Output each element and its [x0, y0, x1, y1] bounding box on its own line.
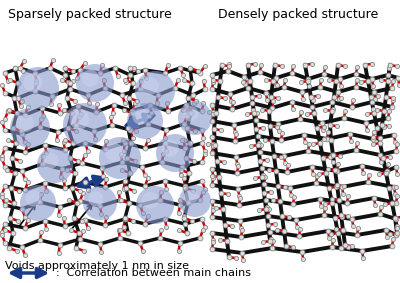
Circle shape	[141, 77, 159, 95]
Circle shape	[136, 186, 174, 224]
Circle shape	[179, 185, 211, 217]
Circle shape	[99, 137, 141, 179]
Circle shape	[63, 103, 107, 147]
Circle shape	[184, 190, 198, 204]
Circle shape	[70, 110, 90, 129]
Circle shape	[132, 108, 149, 125]
Circle shape	[183, 106, 198, 121]
Circle shape	[142, 192, 159, 209]
Circle shape	[20, 185, 56, 221]
Circle shape	[23, 73, 42, 92]
Circle shape	[162, 140, 179, 157]
Text: Voids approximately 1 nm in size: Voids approximately 1 nm in size	[5, 261, 189, 271]
Text: :  Correlation between main chains: : Correlation between main chains	[56, 268, 251, 278]
Text: Sparsely packed structure: Sparsely packed structure	[8, 8, 172, 21]
Circle shape	[76, 64, 114, 102]
Circle shape	[127, 103, 163, 139]
Circle shape	[26, 190, 42, 207]
Circle shape	[135, 71, 175, 111]
Circle shape	[42, 153, 59, 169]
Circle shape	[82, 70, 99, 87]
Circle shape	[83, 186, 117, 220]
Circle shape	[10, 108, 50, 148]
Circle shape	[156, 134, 194, 172]
Circle shape	[178, 101, 212, 135]
Circle shape	[37, 147, 73, 183]
Circle shape	[88, 191, 103, 206]
Circle shape	[16, 114, 34, 132]
Circle shape	[105, 143, 124, 162]
Text: Densely packed structure: Densely packed structure	[218, 8, 378, 21]
Circle shape	[17, 67, 59, 109]
